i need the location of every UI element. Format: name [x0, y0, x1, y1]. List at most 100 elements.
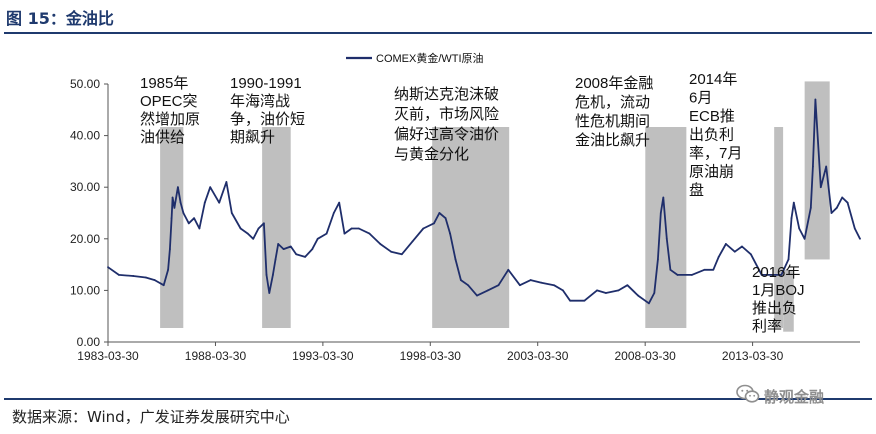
data-point [169, 248, 171, 251]
data-point [304, 255, 307, 258]
data-point [170, 217, 173, 220]
annotation-5-line: 率，7月 [689, 145, 742, 162]
data-point [604, 292, 607, 294]
annotation-2-line: 争，油价短 [230, 110, 305, 128]
data-point [637, 294, 640, 297]
data-point [411, 240, 414, 243]
data-point [162, 284, 165, 287]
y-tick-label: 30.00 [70, 180, 100, 194]
annotation-2-line: 年海湾战 [230, 93, 290, 110]
data-point [400, 253, 403, 256]
data-point [289, 245, 292, 248]
x-tick-label: 2003-03-30 [507, 349, 569, 363]
data-point [809, 206, 812, 209]
annotation-5-line: 2014年 [689, 71, 737, 88]
data-point [780, 274, 783, 276]
x-tick-label: 1998-03-30 [400, 349, 462, 363]
data-point [846, 201, 849, 204]
annotation-3-line: 偏好过高令油价 [394, 126, 499, 143]
data-point [841, 196, 844, 199]
data-point [187, 222, 190, 225]
x-tick-label: 2013-03-30 [722, 349, 784, 363]
series-line-gold-oil-ratio [107, 98, 861, 305]
data-point [792, 201, 795, 204]
data-point [569, 299, 572, 302]
data-point [814, 98, 817, 101]
data-point [659, 212, 662, 214]
data-point [107, 266, 109, 269]
data-point [246, 232, 249, 235]
data-point [167, 268, 170, 271]
source-note: 数据来源：Wind，广发证券发展研究中心 [12, 408, 290, 426]
data-point [553, 284, 555, 287]
data-point [819, 186, 822, 189]
data-point [277, 243, 280, 245]
watermark-text: 静观金融 [764, 387, 825, 406]
data-point [325, 232, 328, 235]
data-point [343, 232, 346, 235]
x-tick-label: 1988-03-30 [185, 349, 247, 363]
data-point [368, 232, 371, 235]
annotation-2-line: 1990-1991 [230, 75, 302, 92]
data-point [117, 274, 120, 276]
data-point [467, 284, 469, 287]
data-point [790, 217, 793, 220]
y-tick-label: 0.00 [77, 335, 101, 349]
data-point [252, 237, 255, 240]
annotation-1-line: 然增加原 [140, 111, 200, 128]
shaded-period-6 [783, 269, 794, 332]
data-point [626, 284, 629, 287]
data-point [812, 165, 814, 168]
data-point [519, 284, 521, 287]
annotation-6-line: 2016年 [752, 264, 800, 281]
shaded-period-5 [774, 127, 784, 328]
data-point [311, 248, 314, 251]
data-point [179, 201, 182, 204]
y-tick-label: 50.00 [70, 77, 100, 91]
y-tick-label: 20.00 [70, 232, 100, 246]
data-point [153, 279, 156, 281]
annotation-5-line: 出负利 [689, 127, 734, 144]
data-point [203, 201, 206, 204]
annotation-1-line: OPEC突 [140, 93, 198, 110]
data-point [338, 201, 341, 204]
y-tick-label: 40.00 [70, 129, 100, 143]
data-point [476, 294, 478, 297]
data-point [274, 258, 277, 261]
annotation-1-line: 油供给 [140, 129, 185, 146]
data-point [617, 289, 620, 292]
data-point [230, 212, 233, 214]
annotation-5-line: ECB推 [689, 108, 735, 125]
data-point [486, 289, 489, 292]
annotation-3-line: 与黄金分化 [394, 146, 469, 163]
data-point [703, 268, 706, 271]
data-point [656, 258, 659, 261]
data-point [803, 237, 806, 240]
footer-divider [4, 398, 872, 400]
series-layer [107, 98, 861, 305]
data-point [239, 227, 242, 230]
data-point [507, 268, 510, 271]
data-point [669, 268, 672, 271]
shaded-period-2 [262, 127, 291, 328]
annotation-4-line: 危机，流动 [575, 94, 650, 111]
data-point [444, 217, 447, 220]
annotation-4-line: 金油比飙升 [575, 132, 650, 149]
title-divider [4, 32, 872, 34]
data-point [209, 186, 212, 189]
data-point [332, 212, 335, 214]
data-point [853, 227, 856, 230]
data-point [690, 274, 693, 276]
data-point [665, 237, 668, 240]
data-point [724, 243, 727, 245]
data-point [379, 243, 382, 245]
data-point [835, 206, 838, 209]
annotation-5-line: 盘 [689, 181, 704, 199]
data-point [798, 227, 801, 230]
data-point [265, 274, 268, 276]
data-point [218, 201, 221, 204]
data-point [717, 255, 720, 258]
chart-axes: 0.00 10.00 20.00 30.00 40.00 50.00 1983-03-30 1… [70, 77, 860, 363]
data-point [257, 227, 260, 230]
